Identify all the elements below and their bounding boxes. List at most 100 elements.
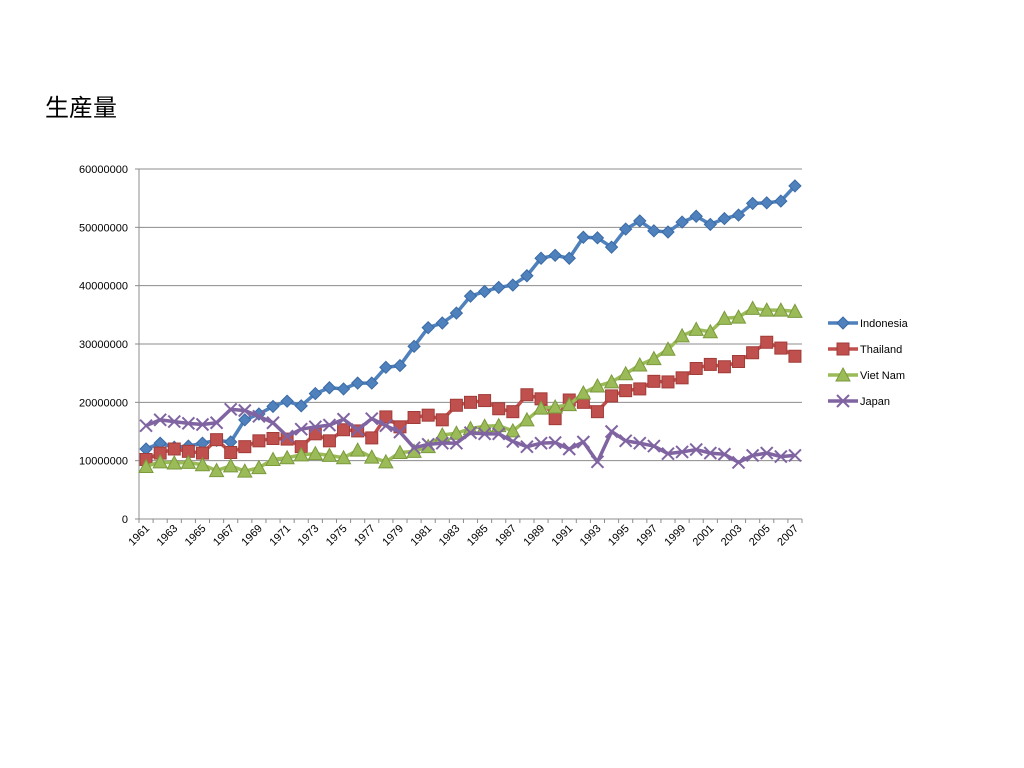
chart-plot-area [138,179,803,478]
series-japan [139,402,802,470]
data-point [575,384,592,400]
data-point [280,429,294,443]
data-point [534,251,548,265]
x-tick-label: 1975 [324,523,350,549]
data-point [167,414,181,429]
data-point [365,411,379,426]
data-point [633,214,647,228]
legend-label: Japan [860,396,890,408]
data-point [746,346,760,360]
series-indonesia [139,179,802,456]
data-point [181,416,196,431]
data-point [365,431,379,445]
data-point [787,303,803,318]
x-tick-label: 1987 [493,523,519,549]
data-point [208,462,225,478]
data-point [674,327,690,343]
data-point [195,417,210,432]
data-point [210,433,224,447]
data-point [407,411,421,424]
x-tick-label: 1971 [267,523,293,549]
x-tick-label: 1991 [550,523,576,549]
x-tick-label: 2001 [691,523,717,549]
data-point [603,373,620,389]
data-point [379,410,393,424]
chart-legend: Indonesia Thailand Viet Nam Japan [828,316,909,408]
x-tick-label: 1973 [296,523,322,549]
x-tick-label: 1995 [606,523,632,549]
x-axis-ticks: 1961 1963 1965 1967 1969 1971 1973 1975 1977 1979… [126,519,803,549]
data-point [393,358,407,373]
data-point [294,422,308,436]
data-point [703,217,718,232]
data-point [547,398,563,414]
data-point [562,251,576,265]
y-tick-label: 30000000 [79,339,128,351]
data-point [379,418,393,433]
data-point [774,194,788,208]
data-point [365,376,379,390]
data-point [194,456,211,472]
x-tick-label: 1961 [126,523,152,549]
data-point [280,394,294,408]
data-point [745,448,760,463]
data-point [576,230,591,244]
data-point [520,439,534,454]
data-point [774,449,788,464]
data-point [548,248,562,263]
data-point [661,225,675,239]
legend-marker [836,394,850,408]
data-point [520,269,534,283]
data-point [294,399,308,413]
series-thailand [139,335,802,466]
y-tick-label: 20000000 [79,397,128,409]
data-point [335,449,352,465]
data-point [492,427,506,441]
data-point [773,302,789,317]
data-point [504,422,521,438]
data-point [716,310,733,325]
data-point [788,179,802,193]
data-point [506,278,520,292]
data-point [448,425,465,440]
data-point [180,454,197,469]
data-point [435,436,449,450]
data-point [760,335,774,349]
data-point [266,432,280,445]
series-viet-nam [138,300,803,478]
data-point [307,445,324,461]
data-point [688,321,705,336]
x-tick-label: 1989 [521,523,547,549]
data-point [788,349,802,363]
data-point [350,376,365,390]
data-point [435,413,449,427]
data-point [617,365,634,381]
data-point [222,457,239,473]
data-point [223,402,238,417]
data-point [266,399,280,414]
data-point [238,403,252,418]
data-point [631,356,648,372]
data-point [421,408,435,422]
data-point [478,394,492,408]
data-point [717,211,732,226]
data-point [449,398,463,412]
data-point [590,231,605,245]
x-tick-label: 1977 [352,523,378,549]
y-tick-label: 0 [122,514,128,526]
data-point [308,386,323,401]
data-point [744,300,761,315]
data-point [236,463,253,478]
x-tick-label: 1983 [437,523,463,549]
legend-marker [836,316,850,330]
x-tick-label: 1967 [211,523,237,549]
data-point [224,446,238,459]
x-tick-label: 1981 [409,523,435,549]
data-point [646,350,662,366]
data-point [379,360,393,375]
data-point [477,427,492,441]
data-point [336,382,351,396]
data-point [660,341,676,356]
data-point [392,444,408,459]
data-point [618,434,633,448]
